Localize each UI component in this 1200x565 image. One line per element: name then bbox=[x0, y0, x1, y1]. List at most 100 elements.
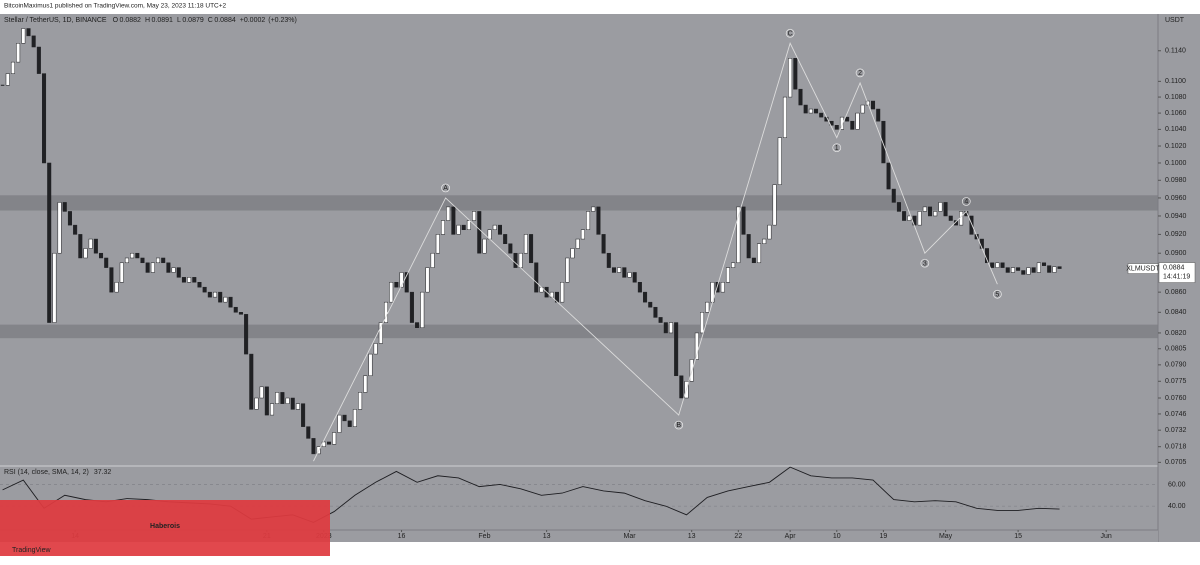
candle bbox=[860, 104, 865, 114]
candle bbox=[440, 220, 446, 235]
candle bbox=[845, 116, 850, 122]
candle bbox=[1057, 266, 1062, 269]
candle bbox=[746, 234, 751, 259]
candle bbox=[31, 35, 36, 48]
candle bbox=[187, 277, 192, 283]
candle bbox=[233, 306, 238, 313]
candle bbox=[663, 322, 668, 334]
y-tick-label: 0.0705 bbox=[1165, 459, 1187, 466]
candle bbox=[606, 252, 611, 268]
candle bbox=[627, 272, 632, 278]
candle bbox=[285, 397, 290, 404]
candle bbox=[891, 188, 896, 203]
wave-label: 4 bbox=[964, 199, 968, 206]
candle bbox=[948, 215, 953, 221]
candle bbox=[171, 267, 176, 273]
y-tick-label: 0.0775 bbox=[1165, 378, 1187, 385]
wave-label: C bbox=[788, 30, 793, 37]
candle bbox=[637, 281, 642, 293]
candle bbox=[145, 262, 150, 273]
y-tick-label: 0.0820 bbox=[1165, 330, 1187, 337]
candle bbox=[917, 211, 922, 226]
candle bbox=[586, 211, 591, 230]
candle bbox=[1016, 267, 1021, 271]
candle bbox=[207, 291, 212, 298]
candle bbox=[700, 312, 705, 334]
candle bbox=[534, 262, 539, 293]
candle bbox=[767, 224, 772, 240]
y-tick-label: 0.1040 bbox=[1165, 126, 1187, 133]
candle bbox=[715, 281, 720, 293]
candle bbox=[497, 224, 502, 235]
candle bbox=[295, 403, 300, 410]
candle bbox=[902, 211, 907, 221]
candle bbox=[99, 252, 104, 259]
candle bbox=[290, 397, 295, 410]
ohlc-label: C bbox=[208, 17, 213, 24]
candle bbox=[819, 112, 824, 118]
candle bbox=[5, 73, 10, 86]
candle bbox=[674, 322, 679, 377]
y-tick-label: 0.0718 bbox=[1165, 444, 1187, 451]
candle bbox=[88, 238, 93, 249]
candle bbox=[213, 291, 218, 298]
candle bbox=[705, 301, 710, 313]
candle bbox=[270, 403, 275, 416]
wave-marker bbox=[785, 28, 795, 38]
wave-marker bbox=[441, 183, 450, 193]
candle bbox=[93, 238, 98, 254]
candle bbox=[643, 291, 648, 303]
candle bbox=[876, 108, 881, 122]
candle bbox=[259, 386, 264, 399]
x-tick-label: 13 bbox=[688, 533, 696, 540]
candle bbox=[1036, 262, 1041, 273]
candle bbox=[415, 322, 420, 328]
publish-info: BitcoinMaximus1 published on TradingView… bbox=[4, 3, 227, 10]
x-tick-label: May bbox=[939, 533, 953, 540]
candle bbox=[275, 392, 280, 404]
candle bbox=[83, 248, 88, 259]
indicator-value: 37.32 bbox=[94, 469, 112, 476]
candle bbox=[694, 332, 699, 360]
candle bbox=[808, 108, 813, 114]
candle bbox=[176, 267, 181, 278]
candle bbox=[394, 281, 399, 288]
candle bbox=[1031, 267, 1036, 273]
candle bbox=[477, 211, 482, 254]
candle bbox=[922, 206, 927, 212]
y-tick-label: 60.00 bbox=[1168, 481, 1186, 488]
x-tick-label: 15 bbox=[1014, 533, 1022, 540]
candle bbox=[451, 206, 456, 235]
candle bbox=[622, 267, 627, 278]
change: +0.0002 bbox=[240, 17, 266, 24]
candle bbox=[21, 28, 26, 44]
candle bbox=[757, 243, 762, 264]
candle bbox=[10, 61, 15, 74]
candle bbox=[389, 281, 394, 303]
candle bbox=[62, 202, 67, 212]
candle bbox=[218, 291, 223, 303]
symbol-tag-text: XLMUSDT bbox=[1126, 265, 1160, 272]
candle bbox=[130, 252, 135, 259]
candle bbox=[435, 234, 440, 254]
candle bbox=[814, 108, 819, 114]
candle bbox=[617, 267, 622, 273]
countdown: 14:41:19 bbox=[1163, 273, 1190, 280]
candle bbox=[658, 317, 663, 323]
price-tag bbox=[1158, 262, 1196, 283]
candle bbox=[223, 296, 228, 303]
candle bbox=[782, 96, 787, 138]
candle bbox=[679, 375, 684, 399]
candle bbox=[772, 184, 777, 226]
candle bbox=[166, 262, 171, 273]
candle bbox=[73, 224, 78, 235]
y-tick-label: 0.1060 bbox=[1165, 110, 1187, 117]
candle bbox=[839, 116, 844, 130]
axis-unit: USDT bbox=[1165, 17, 1185, 24]
resistance-zone bbox=[0, 324, 1158, 339]
candle bbox=[446, 206, 451, 221]
candle bbox=[47, 162, 52, 323]
x-tick-label: Jun bbox=[1101, 533, 1112, 540]
change-pct: (+0.23%) bbox=[268, 17, 297, 24]
candle bbox=[508, 243, 513, 254]
